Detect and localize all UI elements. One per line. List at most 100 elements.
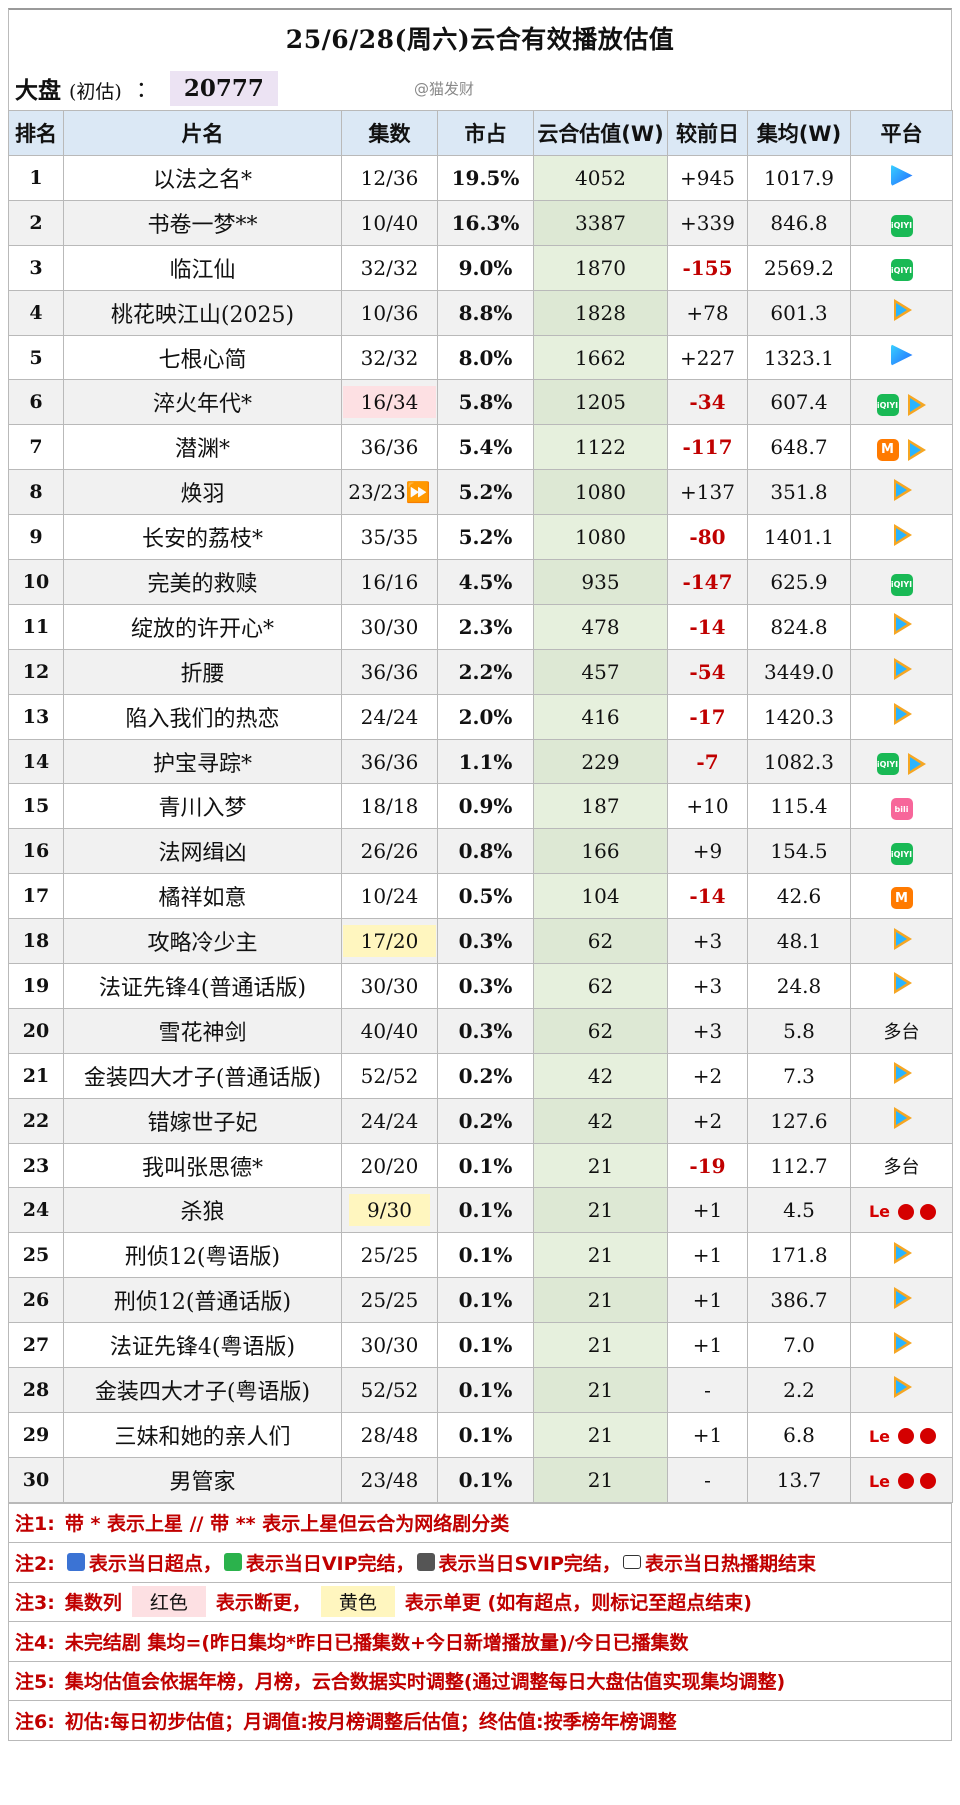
average-cell: 112.7 [747,1142,851,1189]
title-cell: 刑侦12(普通话版) [63,1277,342,1324]
tencent-video-icon [905,394,927,417]
change-cell: - [667,1367,748,1413]
platform-icons [891,299,913,322]
rank-cell: 25 [8,1232,64,1279]
rank-cell: 13 [8,693,64,740]
platform-cell: 多台 [850,1142,953,1189]
average-cell: 154.5 [747,828,851,875]
share-cell: 5.2% [437,514,534,561]
platform-icons [891,523,913,546]
table-body: 1 以法之名* 12/36 19.5% 4052 +945 1017.9 2 书卷一梦** 10/… [8,155,953,1503]
episodes-cell: 25/25 [341,1232,438,1279]
change-cell: +3 [667,963,748,1009]
round-play-icon [898,1203,915,1220]
change-cell: +227 [667,334,748,381]
platform-icons [891,1107,913,1130]
average-cell: 42.6 [747,873,851,920]
estimate-cell: 62 [533,918,668,965]
platform-cell [850,289,953,336]
platform-icons [891,1241,913,1264]
tencent-video-icon [891,703,913,726]
ranking-sheet: 25/6/28(周六)云合有效播放估值 大盘 (初估) ： 20777 @猫发财… [8,8,953,1741]
rank-cell: 15 [8,783,64,830]
average-cell: 824.8 [747,603,851,650]
estimate-cell: 1205 [533,379,668,426]
title-cell: 淬火年代* [63,379,342,426]
platform-cell [850,514,953,561]
note-4: 注4: 未完结剧 集均=(昨日集均*昨日已播集数+今日新增播放量)/今日已播集数 [9,1621,951,1661]
estimate-cell: 3387 [533,199,668,246]
col-average-header: 集均(W) [747,110,851,156]
episodes-mark: 9/30 [349,1194,430,1227]
letv-icon: Le [868,1426,891,1446]
episodes-cell: 25/25 [341,1277,438,1324]
average-cell: 625.9 [747,559,851,605]
platform-cell [850,155,953,201]
title-cell: 折腰 [63,648,342,695]
table-row: 5 七根心简 32/32 8.0% 1662 +227 1323.1 [8,334,953,381]
episodes-cell: 36/36 [341,738,438,785]
change-cell: +945 [667,155,748,201]
share-cell: 8.8% [437,289,534,336]
platform-icons: Le [867,1425,937,1447]
platform-icons: M [890,887,913,910]
average-cell: 4.5 [747,1187,851,1234]
summary-value: 20777 [169,70,278,106]
iqiyi-icon: iQIYI [890,843,913,866]
summary-sub: (初估) [69,81,122,103]
average-cell: 171.8 [747,1232,851,1279]
round-play-icon [920,1203,937,1220]
tencent-video-icon [905,438,927,461]
platform-icons [891,1376,913,1399]
change-cell: -155 [667,244,748,291]
round-play-icon [920,1473,937,1490]
episodes-cell: 32/32 [341,244,438,291]
share-cell: 0.5% [437,873,534,920]
change-cell: +3 [667,1007,748,1054]
change-cell: +2 [667,1097,748,1144]
episodes-cell: 30/30 [341,603,438,650]
share-cell: 1.1% [437,738,534,785]
rank-cell: 5 [8,334,64,381]
tencent-video-icon [891,1062,913,1085]
tencent-video-icon [891,299,913,322]
table-row: 9 长安的荔枝* 35/35 5.2% 1080 -80 1401.1 [8,514,953,561]
average-cell: 24.8 [747,963,851,1009]
platform-cell: iQIYI [850,379,953,426]
estimate-cell: 62 [533,1007,668,1054]
table-row: 27 法证先锋4(粤语版) 30/30 0.1% 21 +1 7.0 [8,1322,953,1369]
platform-icons: iQIYI [890,214,913,237]
episodes-cell: 18/18 [341,783,438,830]
platform-icons [891,927,913,950]
episodes-cell: 23/48 [341,1456,438,1503]
table-row: 12 折腰 36/36 2.2% 457 -54 3449.0 [8,648,953,695]
market-summary: 大盘 (初估) ： 20777 @猫发财 [8,66,952,110]
col-change-header: 较前日 [667,110,748,156]
rank-cell: 21 [8,1052,64,1099]
table-row: 8 焕羽 23/23⏩ 5.2% 1080 +137 351.8 [8,469,953,516]
letv-icon: Le [868,1471,891,1491]
table-row: 25 刑侦12(粤语版) 25/25 0.1% 21 +1 171.8 [8,1232,953,1279]
platform-cell: Le [850,1411,953,1458]
title-cell: 法证先锋4(普通话版) [63,963,342,1009]
rank-cell: 3 [8,244,64,291]
tencent-video-icon [891,927,913,950]
platform-cell: Le [850,1456,953,1503]
average-cell: 13.7 [747,1456,851,1503]
title-cell: 以法之名* [63,155,342,201]
change-cell: -19 [667,1142,748,1189]
share-cell: 19.5% [437,155,534,201]
iqiyi-icon: iQIYI [890,259,913,282]
table-row: 7 潜渊* 36/36 5.4% 1122 -117 648.7 M [8,424,953,471]
average-cell: 1017.9 [747,155,851,201]
estimate-cell: 187 [533,783,668,830]
episodes-cell: 17/20 [341,918,438,965]
check-icon [223,1553,242,1572]
ranking-table: 排名 片名 集数 市占 云合估值(W) 较前日 集均(W) 平台 1 以法之名* 1… [8,110,953,1503]
share-cell: 0.1% [437,1411,534,1458]
table-row: 3 临江仙 32/32 9.0% 1870 -155 2569.2 iQIYI [8,244,953,291]
platform-icons [891,1062,913,1085]
rank-cell: 8 [8,469,64,516]
rank-cell: 2 [8,199,64,246]
episodes-cell: 9/30 [341,1187,438,1234]
